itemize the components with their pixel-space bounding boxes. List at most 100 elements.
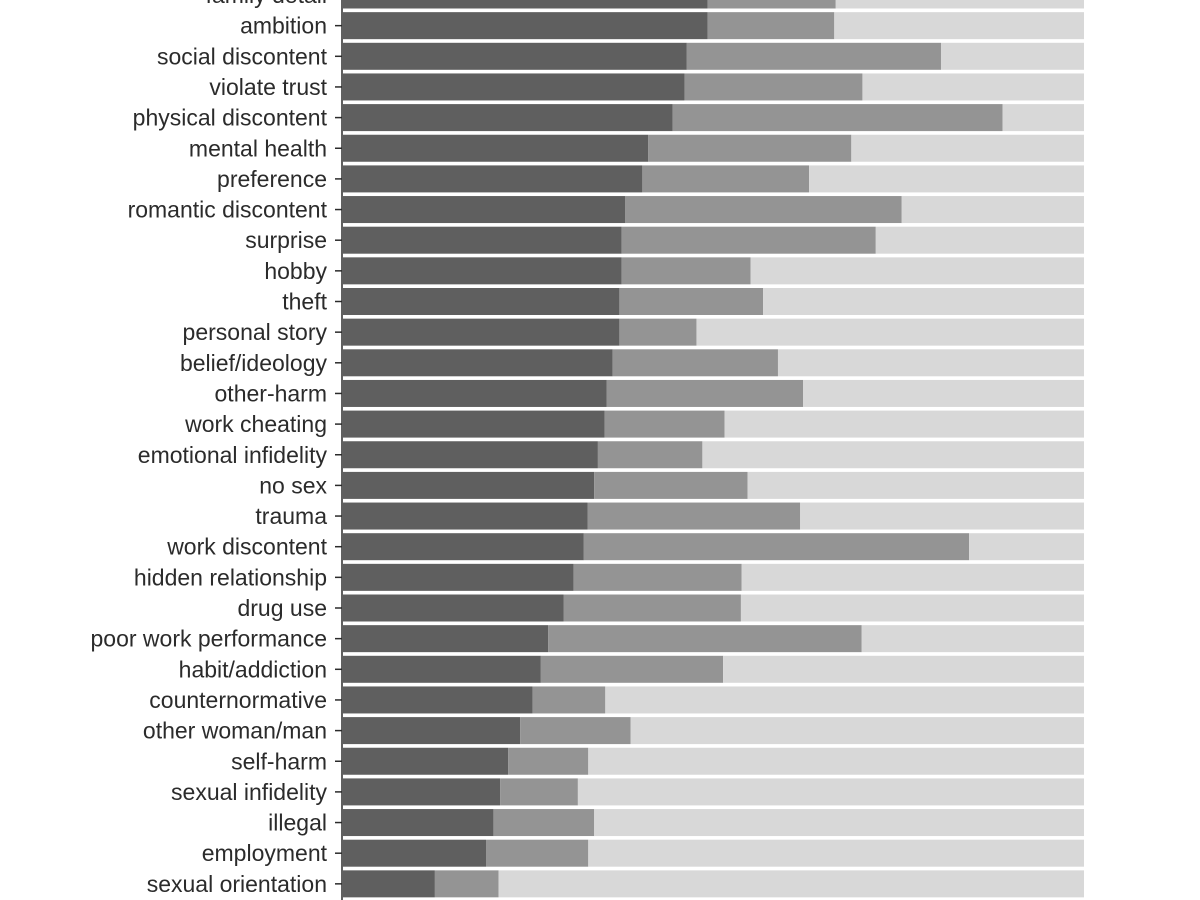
category-label: illegal bbox=[268, 810, 327, 836]
bar-segment-1 bbox=[343, 594, 564, 622]
bar-segment-2 bbox=[619, 288, 764, 315]
category-label: social discontent bbox=[157, 43, 328, 69]
bar-segment-2 bbox=[493, 809, 595, 837]
bar-segment-2 bbox=[563, 594, 741, 622]
category-label: counternormative bbox=[149, 687, 327, 713]
category-label: work cheating bbox=[184, 411, 327, 437]
category-label: preference bbox=[217, 166, 327, 192]
bar-segment-2 bbox=[434, 870, 499, 898]
bar-segment-1 bbox=[343, 563, 574, 591]
bar-segment-3 bbox=[835, 0, 1084, 9]
category-label: other woman/man bbox=[143, 718, 327, 744]
bar-segment-2 bbox=[583, 533, 970, 561]
bar-segment-1 bbox=[343, 0, 708, 9]
bar-segment-1 bbox=[343, 625, 549, 653]
bar-segment-1 bbox=[343, 257, 622, 285]
bar-segment-1 bbox=[343, 349, 613, 377]
bar-segment-3 bbox=[1002, 104, 1084, 132]
bar-segment-3 bbox=[594, 809, 1084, 837]
bar-segment-1 bbox=[343, 839, 487, 867]
bar-segment-3 bbox=[740, 594, 1084, 622]
category-label: self-harm bbox=[231, 748, 327, 774]
bar-segment-2 bbox=[648, 134, 852, 162]
category-label: poor work performance bbox=[91, 626, 328, 652]
bar-segment-2 bbox=[540, 655, 724, 683]
category-label: physical discontent bbox=[133, 105, 328, 131]
category-label: no sex bbox=[259, 472, 327, 498]
bar-segment-3 bbox=[803, 379, 1084, 407]
category-label: emotional infidelity bbox=[138, 442, 328, 468]
bar-segment-3 bbox=[940, 42, 1084, 70]
bar-segment-2 bbox=[672, 104, 1003, 132]
bar-segment-2 bbox=[532, 686, 606, 714]
bar-segment-1 bbox=[343, 12, 708, 40]
category-label: mental health bbox=[189, 135, 327, 161]
bar-segment-3 bbox=[577, 778, 1084, 806]
bar-segment-1 bbox=[343, 655, 541, 683]
bar-segment-2 bbox=[606, 379, 804, 407]
bar-segment-1 bbox=[343, 134, 649, 162]
bar-segment-1 bbox=[343, 870, 435, 898]
bar-segment-1 bbox=[343, 747, 509, 775]
category-label: theft bbox=[282, 289, 327, 315]
category-label: personal story bbox=[183, 319, 328, 345]
category-label: sexual infidelity bbox=[171, 779, 327, 805]
bar-segment-2 bbox=[597, 441, 703, 469]
bar-segment-2 bbox=[684, 73, 863, 101]
bar-segment-1 bbox=[343, 441, 598, 469]
bar-segment-2 bbox=[604, 410, 725, 438]
bar-segment-1 bbox=[343, 318, 620, 346]
bar-segment-1 bbox=[343, 502, 588, 530]
bar-segment-1 bbox=[343, 165, 643, 193]
bar-segment-3 bbox=[750, 257, 1084, 285]
bar-segment-3 bbox=[696, 318, 1084, 346]
bar-segment-2 bbox=[686, 42, 941, 70]
bar-segment-3 bbox=[724, 410, 1084, 438]
bar-segment-3 bbox=[588, 747, 1084, 775]
bar-segment-2 bbox=[625, 196, 902, 224]
labels-layer: family detail ambition social discontent vi… bbox=[91, 0, 328, 897]
bar-segment-2 bbox=[707, 0, 836, 9]
bar-segment-1 bbox=[343, 226, 622, 254]
bar-segment-1 bbox=[343, 42, 687, 70]
bar-segment-2 bbox=[520, 717, 631, 745]
bar-segment-2 bbox=[508, 747, 589, 775]
bar-segment-1 bbox=[343, 196, 626, 224]
bar-segment-3 bbox=[723, 655, 1084, 683]
bar-segment-2 bbox=[707, 12, 835, 40]
category-label: family detail bbox=[206, 0, 327, 8]
bar-segment-2 bbox=[486, 839, 589, 867]
category-label: habit/addiction bbox=[179, 656, 327, 682]
category-label: employment bbox=[202, 840, 328, 866]
category-label: belief/ideology bbox=[180, 350, 328, 376]
category-label: other-harm bbox=[215, 380, 327, 406]
bar-segment-3 bbox=[861, 625, 1084, 653]
bar-segment-3 bbox=[605, 686, 1084, 714]
bar-segment-3 bbox=[763, 288, 1084, 315]
bar-segment-2 bbox=[642, 165, 810, 193]
bar-segment-1 bbox=[343, 778, 501, 806]
bar-segment-3 bbox=[809, 165, 1084, 193]
bar-segment-1 bbox=[343, 533, 584, 561]
category-label: romantic discontent bbox=[128, 197, 328, 223]
category-label: ambition bbox=[240, 13, 327, 39]
bar-segment-1 bbox=[343, 686, 533, 714]
bar-segment-3 bbox=[800, 502, 1084, 530]
bars-layer bbox=[343, 0, 1084, 898]
bar-segment-3 bbox=[630, 717, 1084, 745]
bar-segment-2 bbox=[619, 318, 697, 346]
bar-segment-3 bbox=[901, 196, 1084, 224]
bar-segment-1 bbox=[343, 410, 605, 438]
bar-segment-1 bbox=[343, 288, 620, 315]
bar-segment-2 bbox=[587, 502, 801, 530]
category-label: trauma bbox=[255, 503, 327, 529]
category-label: sexual orientation bbox=[147, 871, 327, 897]
category-label: violate trust bbox=[209, 74, 327, 100]
bar-segment-3 bbox=[498, 870, 1084, 898]
bar-segment-3 bbox=[747, 471, 1084, 499]
bar-segment-3 bbox=[777, 349, 1084, 377]
bar-segment-3 bbox=[851, 134, 1084, 162]
bar-segment-1 bbox=[343, 471, 595, 499]
bar-segment-3 bbox=[588, 839, 1084, 867]
bar-segment-1 bbox=[343, 73, 685, 101]
